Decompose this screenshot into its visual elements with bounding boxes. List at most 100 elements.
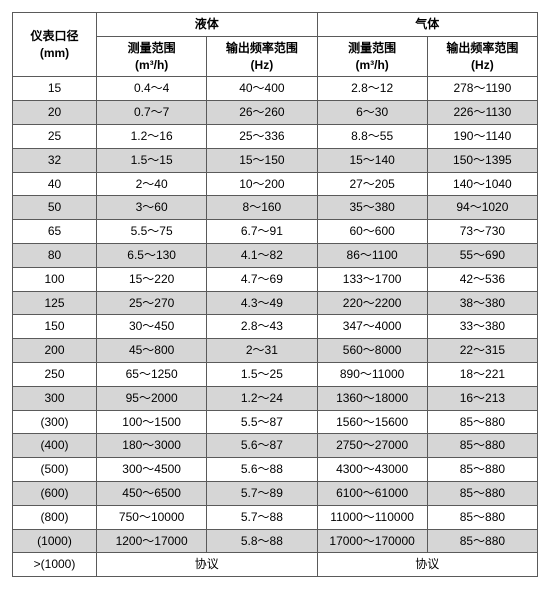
cell-gas-freq: 16～213 [427,386,537,410]
cell-diameter: 125 [13,291,97,315]
cell-liquid-freq: 4.7～69 [207,267,317,291]
cell-gas-range: 890～11000 [317,362,427,386]
cell-liquid-range: 95～2000 [97,386,207,410]
table-row: 655.5～756.7～9160～60073～730 [13,220,538,244]
cell-gas-range: 11000～110000 [317,505,427,529]
th-freq-label: 输出频率范围 [226,41,298,55]
cell-diameter: 32 [13,148,97,172]
cell-gas-freq: 226～1130 [427,101,537,125]
cell-liquid-range: 300～4500 [97,458,207,482]
cell-liquid-range: 2～40 [97,172,207,196]
cell-diameter: (600) [13,481,97,505]
table-row: 150.4～440～4002.8～12278～1190 [13,77,538,101]
th-liquid-freq: 输出频率范围 (Hz) [207,36,317,77]
cell-gas-freq: 33～380 [427,315,537,339]
cell-diameter: 20 [13,101,97,125]
cell-gas-freq: 18～221 [427,362,537,386]
cell-gas-freq: 85～880 [427,481,537,505]
cell-gas-freq: 85～880 [427,434,537,458]
cell-diameter: 40 [13,172,97,196]
cell-gas-merged: 协议 [317,553,538,577]
cell-diameter: (800) [13,505,97,529]
cell-liquid-range: 6.5～130 [97,243,207,267]
cell-liquid-freq: 5.7～88 [207,505,317,529]
cell-liquid-freq: 5.6～87 [207,434,317,458]
cell-diameter: 300 [13,386,97,410]
cell-diameter: 25 [13,124,97,148]
cell-liquid-freq: 25～336 [207,124,317,148]
cell-gas-freq: 150～1395 [427,148,537,172]
cell-liquid-freq: 1.5～25 [207,362,317,386]
table-row: 12525～2704.3～49220～220038～380 [13,291,538,315]
cell-gas-range: 6100～61000 [317,481,427,505]
cell-gas-range: 86～1100 [317,243,427,267]
cell-liquid-freq: 8～160 [207,196,317,220]
table-row: (600)450～65005.7～896100～6100085～880 [13,481,538,505]
cell-liquid-range: 3～60 [97,196,207,220]
cell-gas-freq: 85～880 [427,458,537,482]
cell-diameter: 100 [13,267,97,291]
cell-diameter: (400) [13,434,97,458]
table-row: (500)300～45005.6～884300～4300085～880 [13,458,538,482]
cell-liquid-range: 180～3000 [97,434,207,458]
table-row: 402～4010～20027～205140～1040 [13,172,538,196]
cell-gas-freq: 85～880 [427,505,537,529]
cell-gas-range: 35～380 [317,196,427,220]
cell-gas-freq: 94～1020 [427,196,537,220]
table-row: (300)100～15005.5～871560～1560085～880 [13,410,538,434]
cell-gas-range: 4300～43000 [317,458,427,482]
cell-diameter: 250 [13,362,97,386]
th-diameter: 仪表口径 (mm) [13,13,97,77]
cell-diameter: 65 [13,220,97,244]
th-freq-unit: (Hz) [251,58,274,72]
cell-liquid-freq: 5.5～87 [207,410,317,434]
cell-gas-range: 133～1700 [317,267,427,291]
cell-liquid-freq: 2～31 [207,339,317,363]
th-range-label: 测量范围 [128,41,176,55]
cell-liquid-range: 15～220 [97,267,207,291]
cell-gas-range: 220～2200 [317,291,427,315]
cell-liquid-freq: 4.1～82 [207,243,317,267]
cell-liquid-range: 450～6500 [97,481,207,505]
cell-liquid-freq: 5.7～89 [207,481,317,505]
cell-liquid-freq: 40～400 [207,77,317,101]
cell-gas-range: 560～8000 [317,339,427,363]
cell-gas-freq: 55～690 [427,243,537,267]
table-row: 321.5～1515～15015～140150～1395 [13,148,538,172]
cell-diameter: 80 [13,243,97,267]
cell-gas-freq: 140～1040 [427,172,537,196]
cell-gas-freq: 85～880 [427,410,537,434]
cell-liquid-range: 100～1500 [97,410,207,434]
cell-diameter: (300) [13,410,97,434]
table-row: 806.5～1304.1～8286～110055～690 [13,243,538,267]
cell-gas-range: 2750～27000 [317,434,427,458]
cell-gas-range: 1360～18000 [317,386,427,410]
cell-liquid-freq: 10～200 [207,172,317,196]
table-body: 150.4～440～4002.8～12278～1190200.7～726～260… [13,77,538,577]
cell-liquid-range: 45～800 [97,339,207,363]
cell-gas-range: 15～140 [317,148,427,172]
cell-liquid-range: 25～270 [97,291,207,315]
cell-liquid-range: 0.4～4 [97,77,207,101]
th-freq-unit: (Hz) [471,58,494,72]
cell-liquid-range: 65～1250 [97,362,207,386]
cell-liquid-range: 30～450 [97,315,207,339]
cell-liquid-range: 0.7～7 [97,101,207,125]
table-row: 10015～2204.7～69133～170042～536 [13,267,538,291]
cell-gas-freq: 278～1190 [427,77,537,101]
cell-gas-range: 8.8～55 [317,124,427,148]
table-row: 15030～4502.8～43347～400033～380 [13,315,538,339]
cell-liquid-range: 750～10000 [97,505,207,529]
cell-gas-range: 347～4000 [317,315,427,339]
table-row: 30095～20001.2～241360～1800016～213 [13,386,538,410]
cell-diameter: >(1000) [13,553,97,577]
cell-gas-freq: 73～730 [427,220,537,244]
cell-gas-range: 6～30 [317,101,427,125]
cell-gas-freq: 42～536 [427,267,537,291]
cell-diameter: 150 [13,315,97,339]
table-row: (800)750～100005.7～8811000～11000085～880 [13,505,538,529]
th-range-unit: (m³/h) [135,58,168,72]
th-gas-group: 气体 [317,13,538,37]
th-diameter-unit: (mm) [40,46,69,60]
spec-table: 仪表口径 (mm) 液体 气体 测量范围 (m³/h) 输出频率范围 (Hz) … [12,12,538,577]
